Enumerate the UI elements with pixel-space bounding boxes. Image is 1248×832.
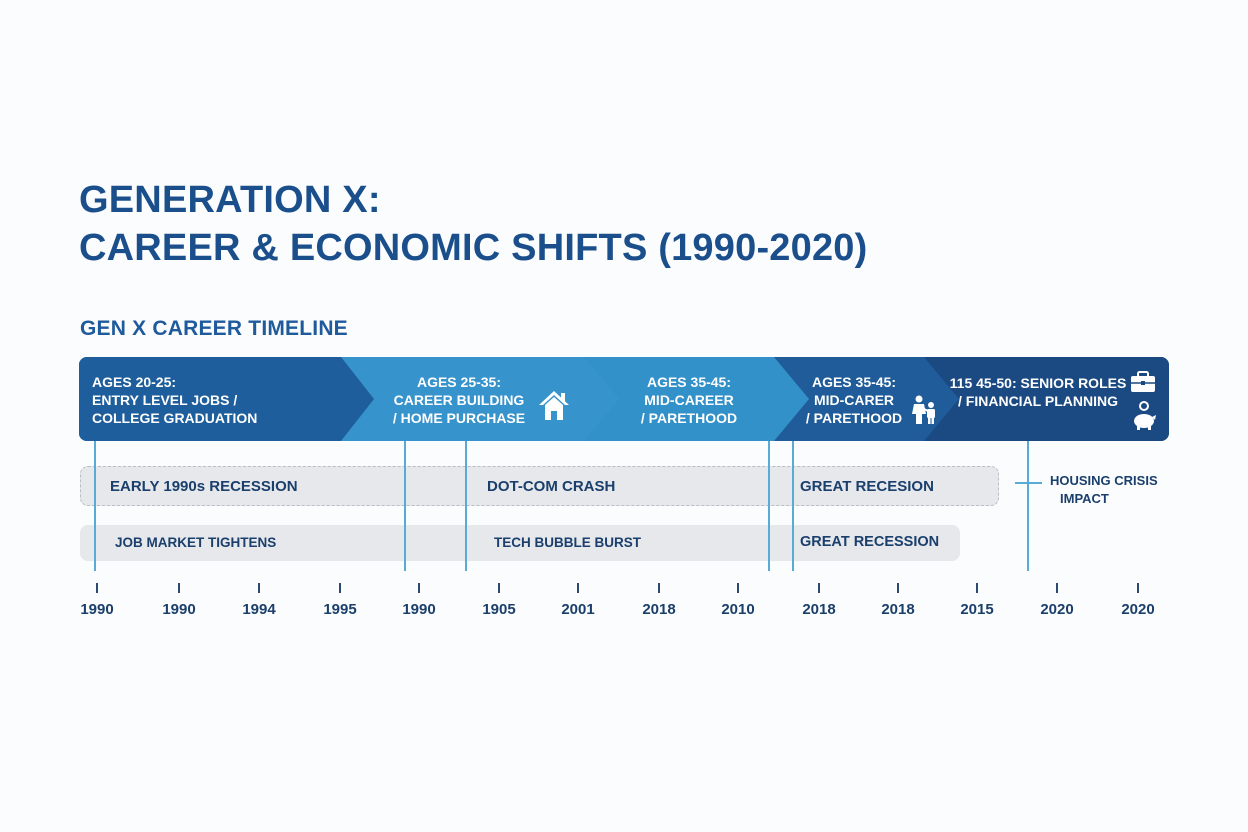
axis-year: 2020 xyxy=(1121,601,1155,618)
axis-tick xyxy=(96,583,98,593)
axis-tick xyxy=(737,583,739,593)
axis-year: 2018 xyxy=(881,601,915,618)
economic-events-row-1 xyxy=(80,466,999,506)
axis-year: 1990 xyxy=(402,601,436,618)
briefcase-icon xyxy=(1130,371,1156,398)
stage-4-line3: / PARETHOOD xyxy=(805,410,903,426)
event-early-1990s-recession: EARLY 1990s RECESSION xyxy=(110,478,298,495)
axis-year: 1905 xyxy=(482,601,516,618)
timeline-heading: GEN X CAREER TIMELINE xyxy=(80,317,348,340)
axis-year: 2020 xyxy=(1040,601,1074,618)
event-tech-bubble-burst: TECH BUBBLE BURST xyxy=(494,535,641,550)
stage-1-ages: AGES 20-25: xyxy=(92,374,177,390)
stage-5-ages: 115 45-50: SENIOR ROLES xyxy=(949,375,1127,391)
piggy-bank-icon xyxy=(1131,401,1157,436)
connector-line xyxy=(94,441,96,571)
stage-3-ages: AGES 35-45: xyxy=(646,374,732,390)
connector-line xyxy=(465,441,467,571)
housing-crisis-line1: HOUSING CRISIS xyxy=(1050,473,1158,488)
economic-events-row-2 xyxy=(80,525,960,561)
stage-1-line3: COLLEGE GRADUATION xyxy=(92,410,258,426)
connector-line xyxy=(1027,441,1029,571)
axis-year: 2018 xyxy=(642,601,676,618)
stage-2-ages: AGES 25-35: xyxy=(416,374,502,390)
stage-4-label: AGES 35-45: MID-CARER / PARETHOOD xyxy=(799,373,909,427)
housing-crisis-connector xyxy=(1015,482,1042,484)
stage-5-label: 115 45-50: SENIOR ROLES / FINANCIAL PLAN… xyxy=(948,374,1128,410)
stage-3-label: AGES 35-45: MID-CAREER / PARETHOOD xyxy=(619,373,759,427)
axis-tick xyxy=(1056,583,1058,593)
axis-year: 1994 xyxy=(242,601,276,618)
house-icon xyxy=(537,389,571,426)
axis-tick xyxy=(418,583,420,593)
stage-4-line2: MID-CARER xyxy=(813,392,895,408)
stage-2-line3: / HOME PURCHASE xyxy=(392,410,526,426)
event-dot-com-crash: DOT-COM CRASH xyxy=(487,478,616,495)
axis-year: 2010 xyxy=(721,601,755,618)
axis-year: 1990 xyxy=(162,601,196,618)
stage-2-label: AGES 25-35: CAREER BUILDING / HOME PURCH… xyxy=(389,373,529,427)
axis-tick xyxy=(1137,583,1139,593)
event-great-recession-1: GREAT RECESION xyxy=(800,478,934,495)
axis-tick xyxy=(178,583,180,593)
axis-tick xyxy=(258,583,260,593)
connector-line xyxy=(792,441,794,571)
axis-tick xyxy=(498,583,500,593)
stage-3-line2: MID-CAREER xyxy=(644,392,734,408)
axis-tick xyxy=(976,583,978,593)
stage-5-line2: / FINANCIAL PLANNING xyxy=(958,393,1118,409)
axis-tick xyxy=(897,583,899,593)
axis-tick xyxy=(818,583,820,593)
stage-1-background xyxy=(79,357,374,441)
housing-crisis-label: HOUSING CRISIS IMPACT xyxy=(1050,472,1158,508)
axis-tick xyxy=(339,583,341,593)
stage-1-label: AGES 20-25: ENTRY LEVEL JOBS / COLLEGE G… xyxy=(92,373,257,427)
event-great-recession-2: GREAT RECESSION xyxy=(800,534,940,550)
axis-year: 1990 xyxy=(80,601,114,618)
page-title: GENERATION X: CAREER & ECONOMIC SHIFTS (… xyxy=(79,176,867,272)
axis-tick xyxy=(658,583,660,593)
stage-3-line3: / PARETHOOD xyxy=(640,410,738,426)
stage-1-line2: ENTRY LEVEL JOBS / xyxy=(92,392,238,408)
axis-year: 2001 xyxy=(561,601,595,618)
title-line-2: CAREER & ECONOMIC SHIFTS (1990-2020) xyxy=(79,227,868,269)
event-job-market-tightens: JOB MARKET TIGHTENS xyxy=(115,535,277,550)
axis-tick xyxy=(577,583,579,593)
title-line-1: GENERATION X: xyxy=(79,179,381,221)
axis-year: 2015 xyxy=(960,601,994,618)
housing-crisis-line2: IMPACT xyxy=(1060,491,1109,506)
connector-line xyxy=(768,441,770,571)
family-icon xyxy=(911,395,939,430)
career-stage-banner: AGES 20-25: ENTRY LEVEL JOBS / COLLEGE G… xyxy=(79,357,1169,441)
connector-line xyxy=(404,441,406,571)
stage-4-ages: AGES 35-45: xyxy=(811,374,897,390)
axis-year: 1995 xyxy=(323,601,357,618)
axis-year: 2018 xyxy=(802,601,836,618)
stage-2-line2: CAREER BUILDING xyxy=(393,392,525,408)
